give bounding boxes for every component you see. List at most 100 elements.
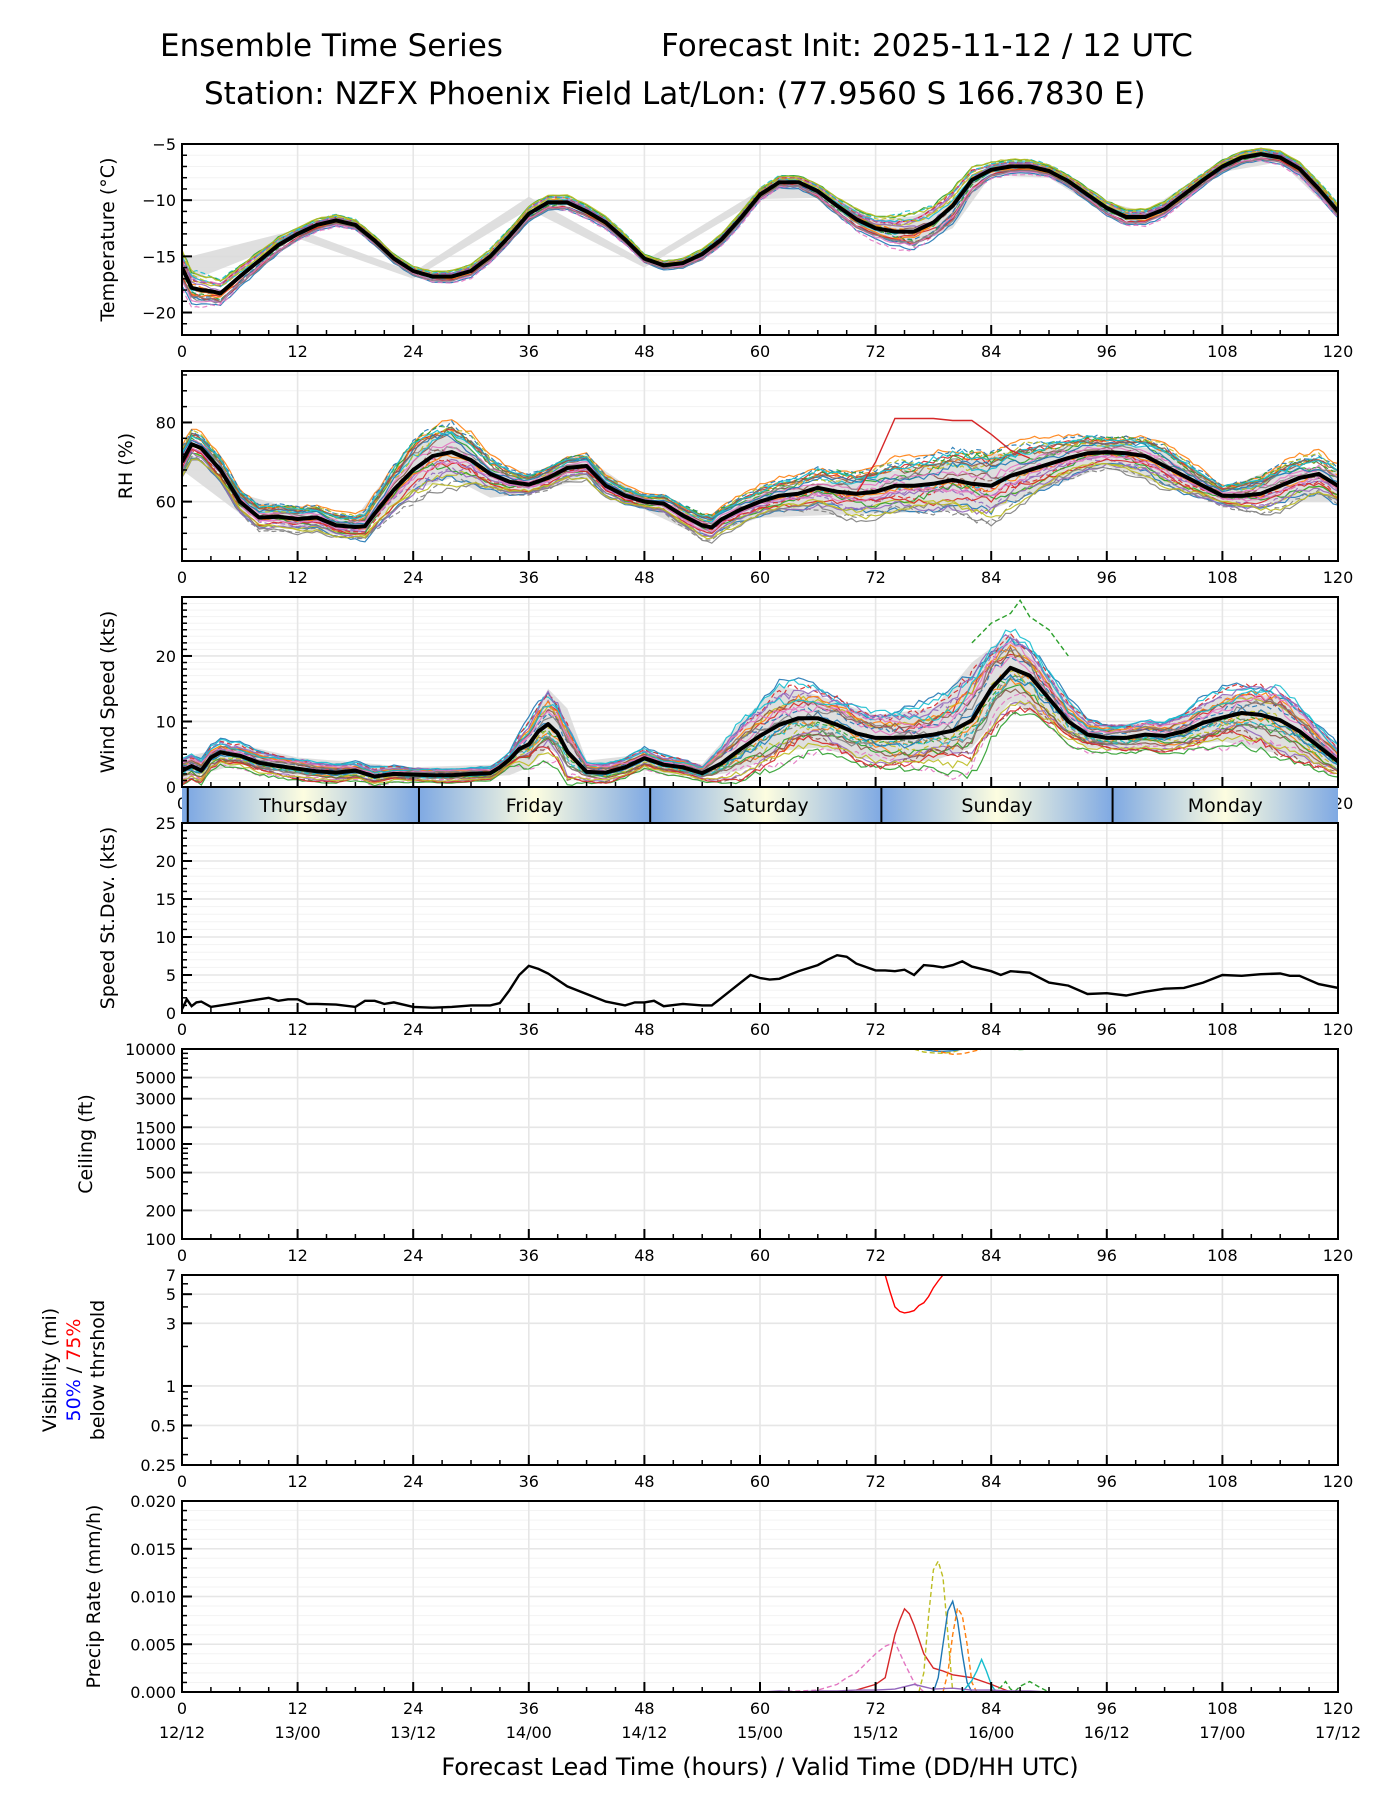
x-tick-label-valid-time: 13/12 <box>390 1723 436 1742</box>
x-tick-label: 120 <box>1323 1246 1354 1265</box>
day-label: Saturday <box>723 795 809 817</box>
y-tick-label: 5 <box>166 1285 176 1304</box>
ensemble-member-line <box>182 452 1338 535</box>
x-tick-label: 12 <box>287 1020 307 1039</box>
y-axis-title: Wind Speed (kts) <box>97 611 119 774</box>
x-tick-label: 108 <box>1207 1246 1238 1265</box>
series-line <box>913 1049 963 1055</box>
grid-lines <box>181 1048 1339 1240</box>
y-axis-title: Ceiling (ft) <box>75 1094 97 1194</box>
x-tick-label: 60 <box>750 342 770 361</box>
day-cell-fill <box>187 788 419 822</box>
y-axis: 0 10 20 Wind Speed (kts) <box>97 596 192 797</box>
y-tick-label: 60 <box>156 493 176 512</box>
ensemble-member-line <box>182 419 1338 518</box>
x-tick-label: 24 <box>403 342 423 361</box>
x-tick-label: 0 <box>177 1472 187 1491</box>
x-tick-label-valid-time: 16/00 <box>968 1723 1014 1742</box>
legend-separator: / <box>63 1361 85 1379</box>
plot-area <box>759 1559 1050 1692</box>
y-tick-label: 5 <box>166 966 176 985</box>
x-tick-label: 0 <box>177 1699 187 1718</box>
x-tick-label: 84 <box>981 1472 1001 1491</box>
y-tick-label: 0.005 <box>130 1635 176 1654</box>
day-cell-monday: Monday <box>1111 788 1338 822</box>
plot-area <box>182 417 1338 544</box>
legend-75pct: 75% <box>63 1319 85 1361</box>
x-tick-label: 96 <box>1097 1020 1117 1039</box>
x-tick-label-valid-time: 14/00 <box>506 1723 552 1742</box>
x-tick-label: 36 <box>519 342 539 361</box>
y-tick-label: 10 <box>156 712 176 731</box>
ensemble-member-line <box>182 147 1338 282</box>
x-tick-label: 24 <box>403 1699 423 1718</box>
y-tick-label: 1 <box>166 1377 176 1396</box>
forecast-init-label: Forecast Init: 2025-11-12 / 12 UTC <box>661 28 1193 64</box>
x-tick-label: 24 <box>403 1020 423 1039</box>
y-tick-label: −10 <box>142 191 176 210</box>
x-tick-label: 84 <box>981 342 1001 361</box>
x-tick-label: 48 <box>634 1020 654 1039</box>
x-tick-label: 48 <box>634 342 654 361</box>
series-line <box>932 1599 973 1692</box>
y-tick-label: 10000 <box>125 1040 176 1059</box>
x-tick-label: 84 <box>981 1020 1001 1039</box>
y-tick-label: 1000 <box>135 1135 176 1154</box>
spread-band <box>182 633 1338 780</box>
x-tick-label: 36 <box>519 1246 539 1265</box>
x-tick-label: 72 <box>865 1699 885 1718</box>
series-line <box>884 1275 944 1314</box>
x-tick-label-valid-time: 14/12 <box>621 1723 667 1742</box>
x-tick-label: 36 <box>519 1020 539 1039</box>
y-tick-label: 80 <box>156 413 176 432</box>
x-axis: 0 12 24 36 48 60 72 84 96 108 120 <box>177 1003 1353 1039</box>
day-strip: Thursday Friday Saturday Sunday Monday <box>182 788 1338 822</box>
series-line <box>779 1641 925 1692</box>
y-tick-label: 200 <box>145 1201 176 1220</box>
x-tick-label: 12 <box>287 1699 307 1718</box>
plot-area <box>182 953 1338 1010</box>
station-label: Station: NZFX Phoenix Field <box>204 76 633 112</box>
x-tick-label: 60 <box>750 1246 770 1265</box>
ensemble-mean-line <box>182 665 1338 779</box>
ensemble-member-line <box>182 429 1338 520</box>
ensemble-member-line <box>182 628 1338 774</box>
plot-area <box>182 599 1338 787</box>
ensemble-member-line <box>182 711 1338 787</box>
y-tick-label: 10 <box>156 928 176 947</box>
x-axis: 0 12/12 12 13/00 24 13/12 36 14/00 48 14/12 60 15/0… <box>159 1682 1361 1781</box>
x-tick-label: 120 <box>1323 568 1354 587</box>
ensemble-member-line <box>182 159 1338 309</box>
panel-wind_speed: 0122436486072849610812001020Wind Speed (… <box>97 596 1353 813</box>
x-tick-label: 84 <box>981 1699 1001 1718</box>
panel-precip: 0 12/12 12 13/00 24 13/12 36 14/00 48 14/12 60 15/0… <box>83 1492 1361 1781</box>
ensemble-member-line <box>182 158 1338 303</box>
y-axis-title: Visibility (mi) <box>39 1308 61 1432</box>
x-axis: 0 12 24 36 48 60 72 84 96 108 120 <box>177 1455 1353 1491</box>
series-line <box>933 1049 982 1056</box>
x-tick-label: 120 <box>1323 1020 1354 1039</box>
x-tick-label: 60 <box>750 1699 770 1718</box>
ensemble-member-line <box>182 449 1338 534</box>
x-tick-label-valid-time: 15/12 <box>853 1723 899 1742</box>
x-tick-label: 60 <box>750 1472 770 1491</box>
x-tick-label: 0 <box>177 568 187 587</box>
ensemble-member-line <box>182 432 1338 525</box>
y-axis-title: Temperature (°C) <box>97 158 119 323</box>
day-cell-sunday: Sunday <box>880 788 1113 822</box>
panel-speed_stdev: 0 12 24 36 48 60 72 84 96 108 120 0 5 10 15 20 25 Speed S… <box>97 814 1353 1039</box>
series-line <box>942 1606 978 1692</box>
grid-lines <box>181 1274 1339 1466</box>
x-tick-label: 72 <box>865 1020 885 1039</box>
x-tick-label: 120 <box>1323 1699 1354 1718</box>
series-line <box>182 953 1338 1010</box>
day-cell-thursday: Thursday <box>186 788 419 822</box>
x-tick-label: 72 <box>865 1472 885 1491</box>
x-tick-label: 84 <box>981 1246 1001 1265</box>
day-cell-fill <box>650 788 882 822</box>
ensemble-member-line <box>182 706 1338 786</box>
y-tick-label: −5 <box>152 135 176 154</box>
y-axis: 60 80 RH (%) <box>115 374 192 550</box>
day-cell-fill <box>418 788 651 822</box>
